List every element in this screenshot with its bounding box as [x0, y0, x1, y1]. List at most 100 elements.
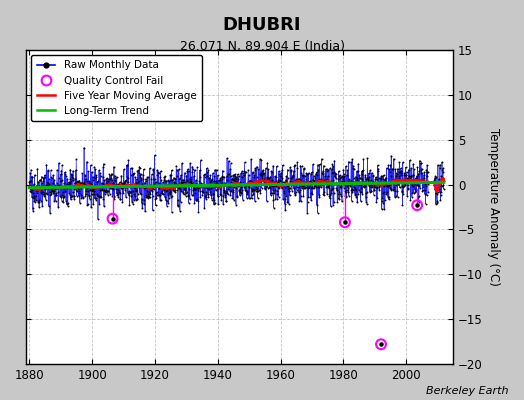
Point	[45, 180, 53, 187]
Point	[181, 187, 190, 193]
Point	[246, 177, 255, 184]
Point	[347, 198, 356, 204]
Point	[362, 198, 370, 205]
Point	[258, 176, 267, 183]
Point	[387, 153, 396, 159]
Point	[85, 178, 93, 184]
Point	[182, 172, 191, 179]
Point	[201, 182, 210, 189]
Point	[62, 173, 70, 179]
Point	[348, 164, 357, 171]
Point	[68, 177, 77, 183]
Point	[278, 185, 287, 191]
Point	[345, 176, 354, 182]
Point	[438, 182, 446, 189]
Point	[335, 173, 343, 179]
Point	[205, 186, 213, 192]
Point	[409, 161, 418, 167]
Point	[244, 182, 252, 188]
Point	[55, 184, 63, 190]
Point	[272, 191, 281, 197]
Point	[348, 156, 356, 162]
Legend: Raw Monthly Data, Quality Control Fail, Five Year Moving Average, Long-Term Tren: Raw Monthly Data, Quality Control Fail, …	[31, 55, 202, 121]
Point	[365, 170, 373, 176]
Point	[413, 182, 422, 188]
Point	[28, 174, 37, 180]
Point	[377, 176, 385, 182]
Point	[373, 195, 381, 202]
Point	[209, 194, 217, 201]
Point	[199, 183, 208, 190]
Point	[249, 170, 257, 176]
Point	[407, 165, 416, 171]
Point	[146, 165, 154, 171]
Point	[433, 199, 441, 206]
Point	[351, 192, 359, 198]
Point	[335, 189, 344, 195]
Point	[73, 186, 82, 192]
Point	[232, 176, 240, 182]
Point	[79, 180, 88, 187]
Point	[218, 180, 226, 186]
Point	[108, 186, 117, 192]
Point	[124, 190, 133, 197]
Y-axis label: Temperature Anomaly (°C): Temperature Anomaly (°C)	[487, 128, 499, 286]
Point	[301, 184, 310, 190]
Point	[185, 180, 193, 186]
Point	[138, 181, 147, 187]
Point	[150, 181, 158, 188]
Point	[247, 195, 256, 202]
Point	[38, 180, 47, 186]
Point	[320, 192, 328, 199]
Point	[402, 172, 410, 178]
Point	[338, 198, 346, 205]
Point	[259, 170, 267, 176]
Point	[432, 191, 441, 197]
Point	[401, 164, 410, 170]
Point	[313, 169, 321, 175]
Point	[228, 187, 237, 194]
Point	[325, 184, 333, 191]
Point	[196, 188, 204, 194]
Point	[189, 185, 198, 191]
Point	[197, 182, 205, 188]
Point	[271, 174, 280, 180]
Point	[63, 181, 71, 187]
Point	[227, 188, 235, 194]
Point	[281, 184, 289, 190]
Point	[187, 180, 195, 186]
Point	[288, 187, 296, 194]
Point	[43, 180, 52, 186]
Point	[183, 166, 192, 172]
Point	[195, 167, 204, 174]
Point	[210, 201, 218, 208]
Point	[88, 168, 96, 175]
Point	[60, 169, 69, 176]
Point	[310, 178, 318, 184]
Point	[205, 175, 214, 182]
Point	[249, 174, 258, 180]
Point	[50, 188, 58, 194]
Point	[419, 184, 428, 190]
Point	[285, 188, 293, 194]
Point	[75, 200, 84, 206]
Point	[344, 182, 352, 188]
Point	[405, 178, 413, 184]
Point	[370, 184, 379, 190]
Point	[408, 181, 416, 187]
Point	[232, 174, 241, 181]
Point	[331, 173, 340, 179]
Point	[341, 219, 349, 226]
Point	[302, 176, 311, 182]
Point	[128, 199, 136, 205]
Point	[379, 190, 387, 196]
Point	[106, 185, 115, 192]
Point	[138, 176, 147, 182]
Point	[135, 184, 143, 190]
Point	[33, 186, 41, 192]
Point	[53, 184, 61, 191]
Point	[53, 167, 61, 173]
Point	[65, 182, 73, 188]
Point	[373, 184, 381, 191]
Point	[436, 162, 444, 168]
